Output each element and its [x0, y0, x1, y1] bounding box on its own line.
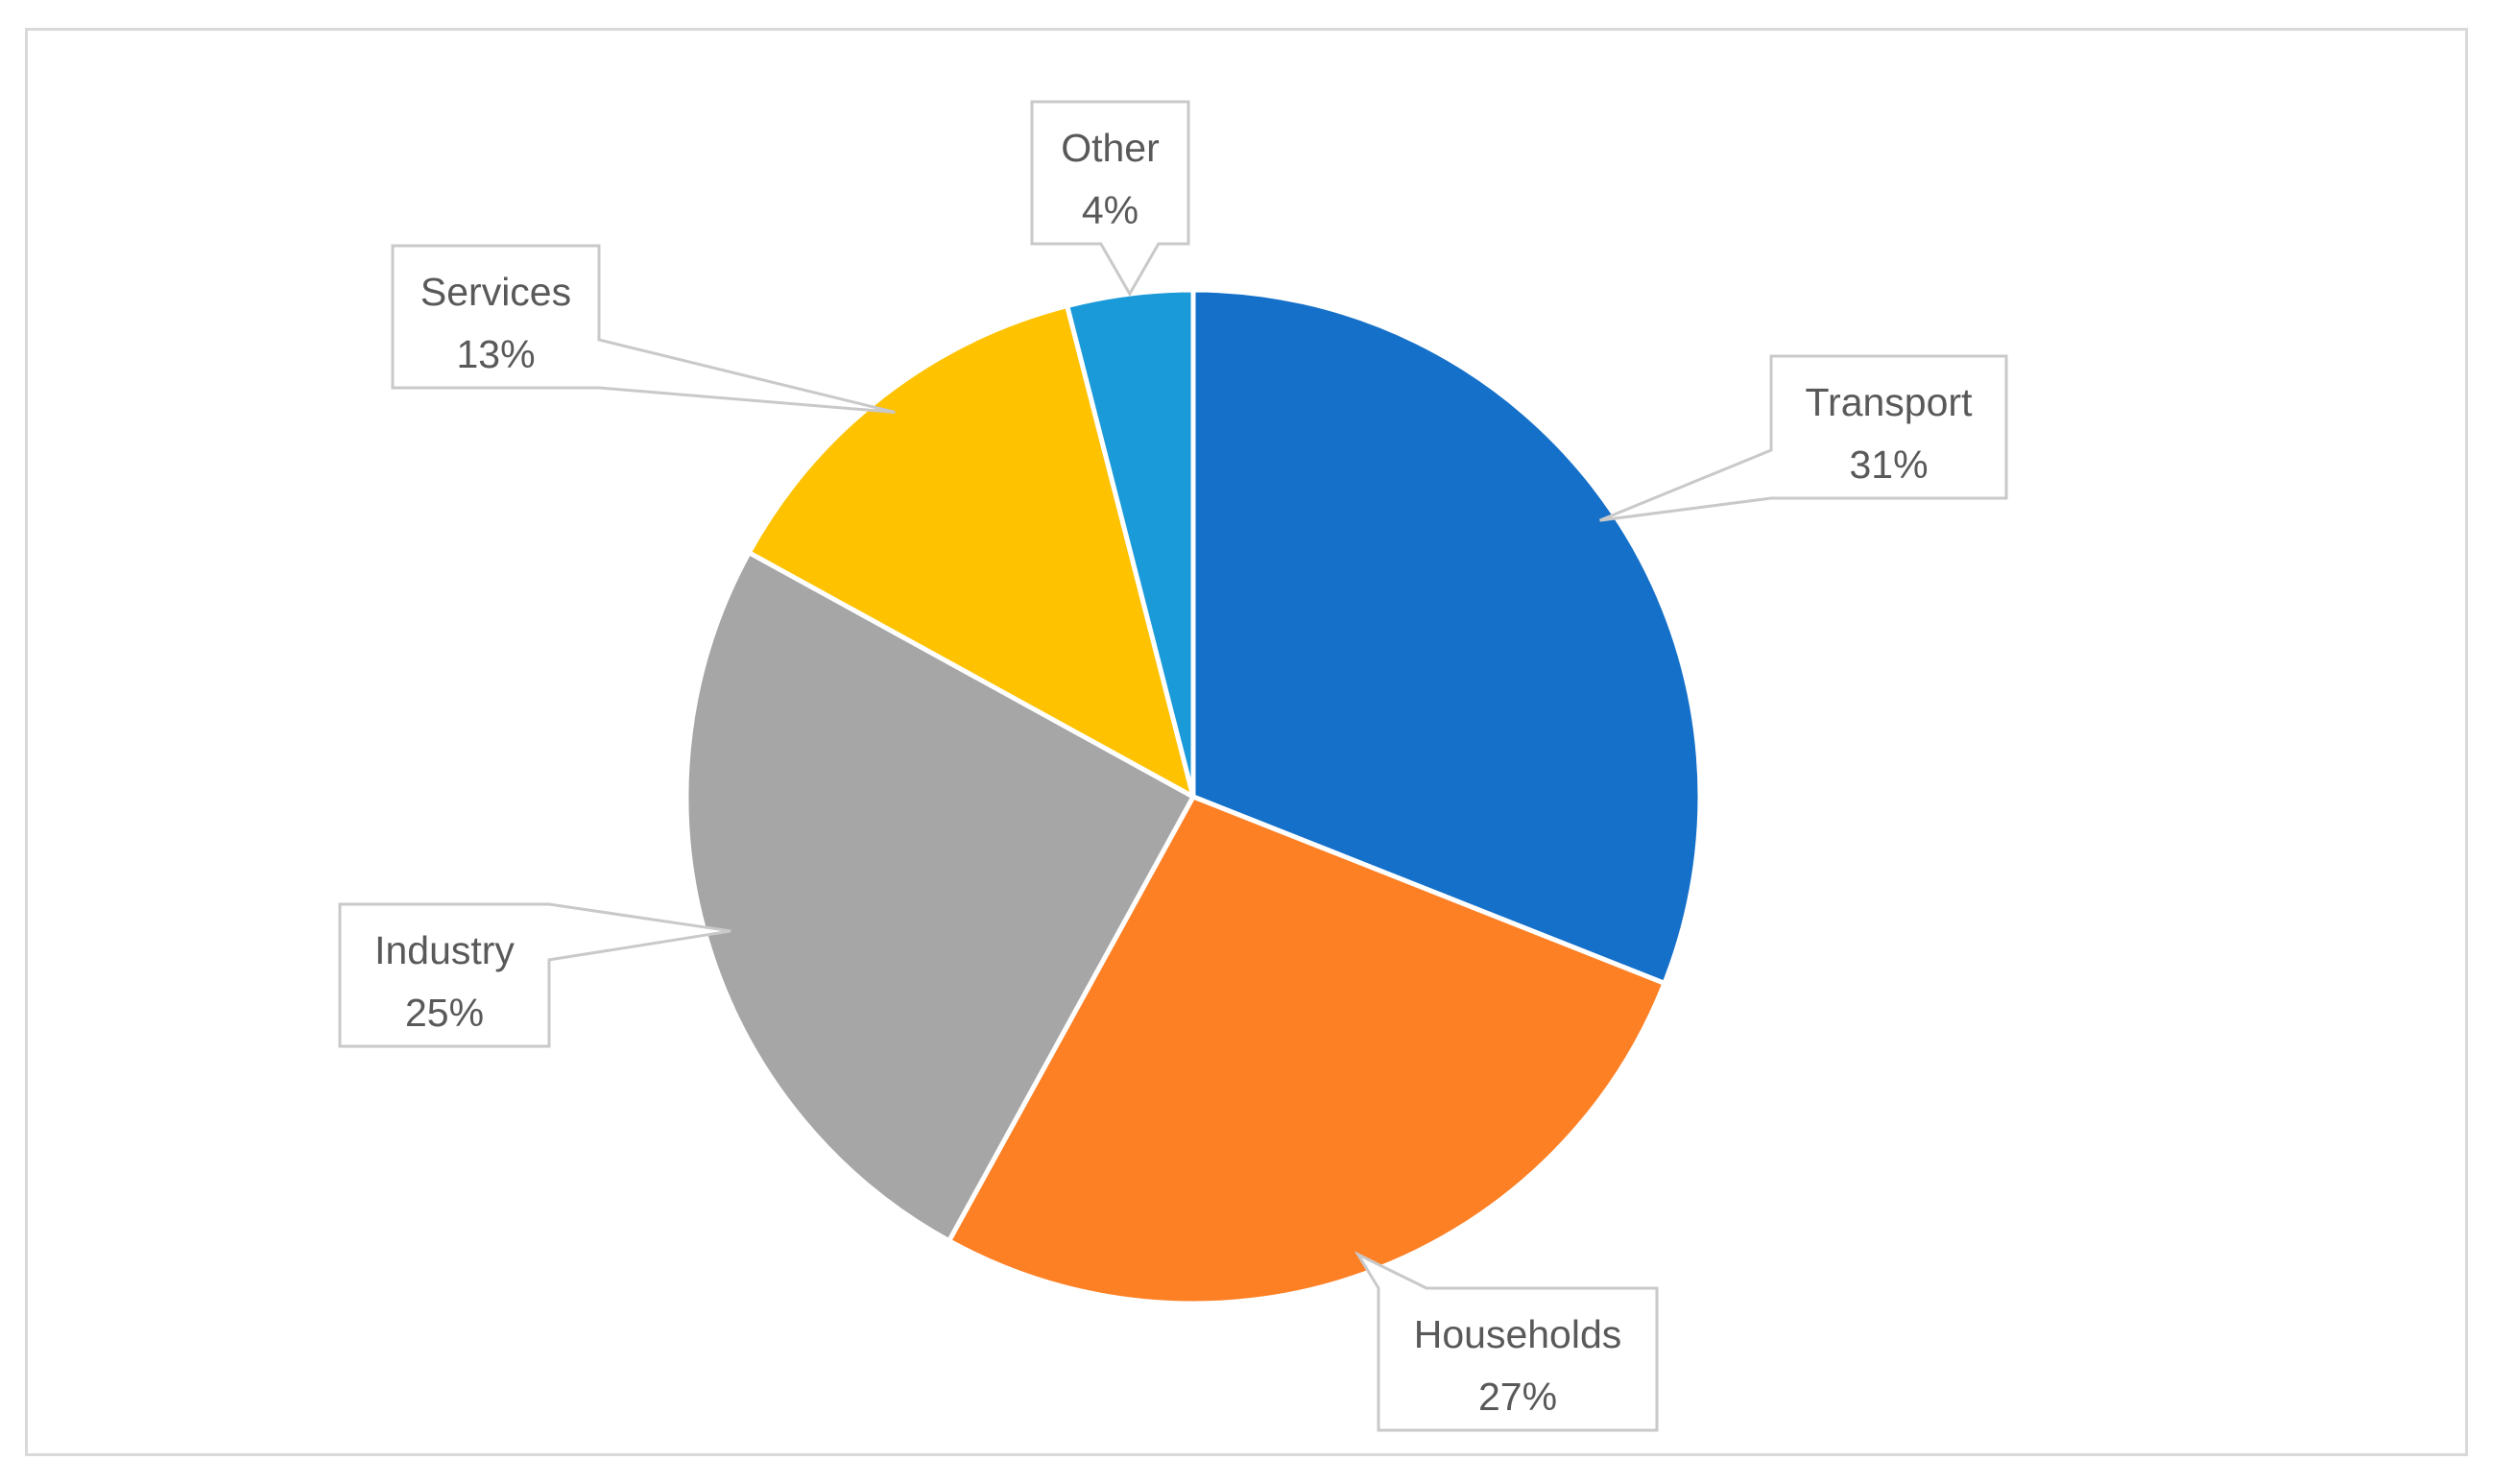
callout-services: [391, 244, 896, 414]
value-label-industry: 25%: [405, 991, 484, 1035]
callout-other: [1030, 100, 1190, 298]
category-label-other: Other: [1061, 126, 1160, 170]
pie-slice-households: [947, 794, 1667, 1306]
category-label-services: Services: [420, 270, 571, 314]
pie-slice-transport: [1190, 287, 1703, 986]
category-label-industry: Industry: [374, 928, 515, 972]
pie-slice-services: [746, 303, 1196, 800]
callout-households: [1354, 1251, 1659, 1432]
callout-transport: [1599, 354, 2008, 522]
category-label-households: Households: [1414, 1312, 1622, 1356]
callout-industry: [338, 902, 731, 1048]
value-label-services: 13%: [456, 332, 535, 376]
value-label-other: 4%: [1082, 188, 1139, 232]
category-label-transport: Transport: [1806, 380, 1974, 424]
value-label-households: 27%: [1478, 1375, 1557, 1419]
pie-slices: [683, 287, 1703, 1306]
pie-slice-industry: [683, 550, 1196, 1244]
data-label-callouts: Transport 31% Households 27% Industry 25% Serv…: [338, 100, 2008, 1432]
value-label-transport: 31%: [1849, 443, 1928, 487]
